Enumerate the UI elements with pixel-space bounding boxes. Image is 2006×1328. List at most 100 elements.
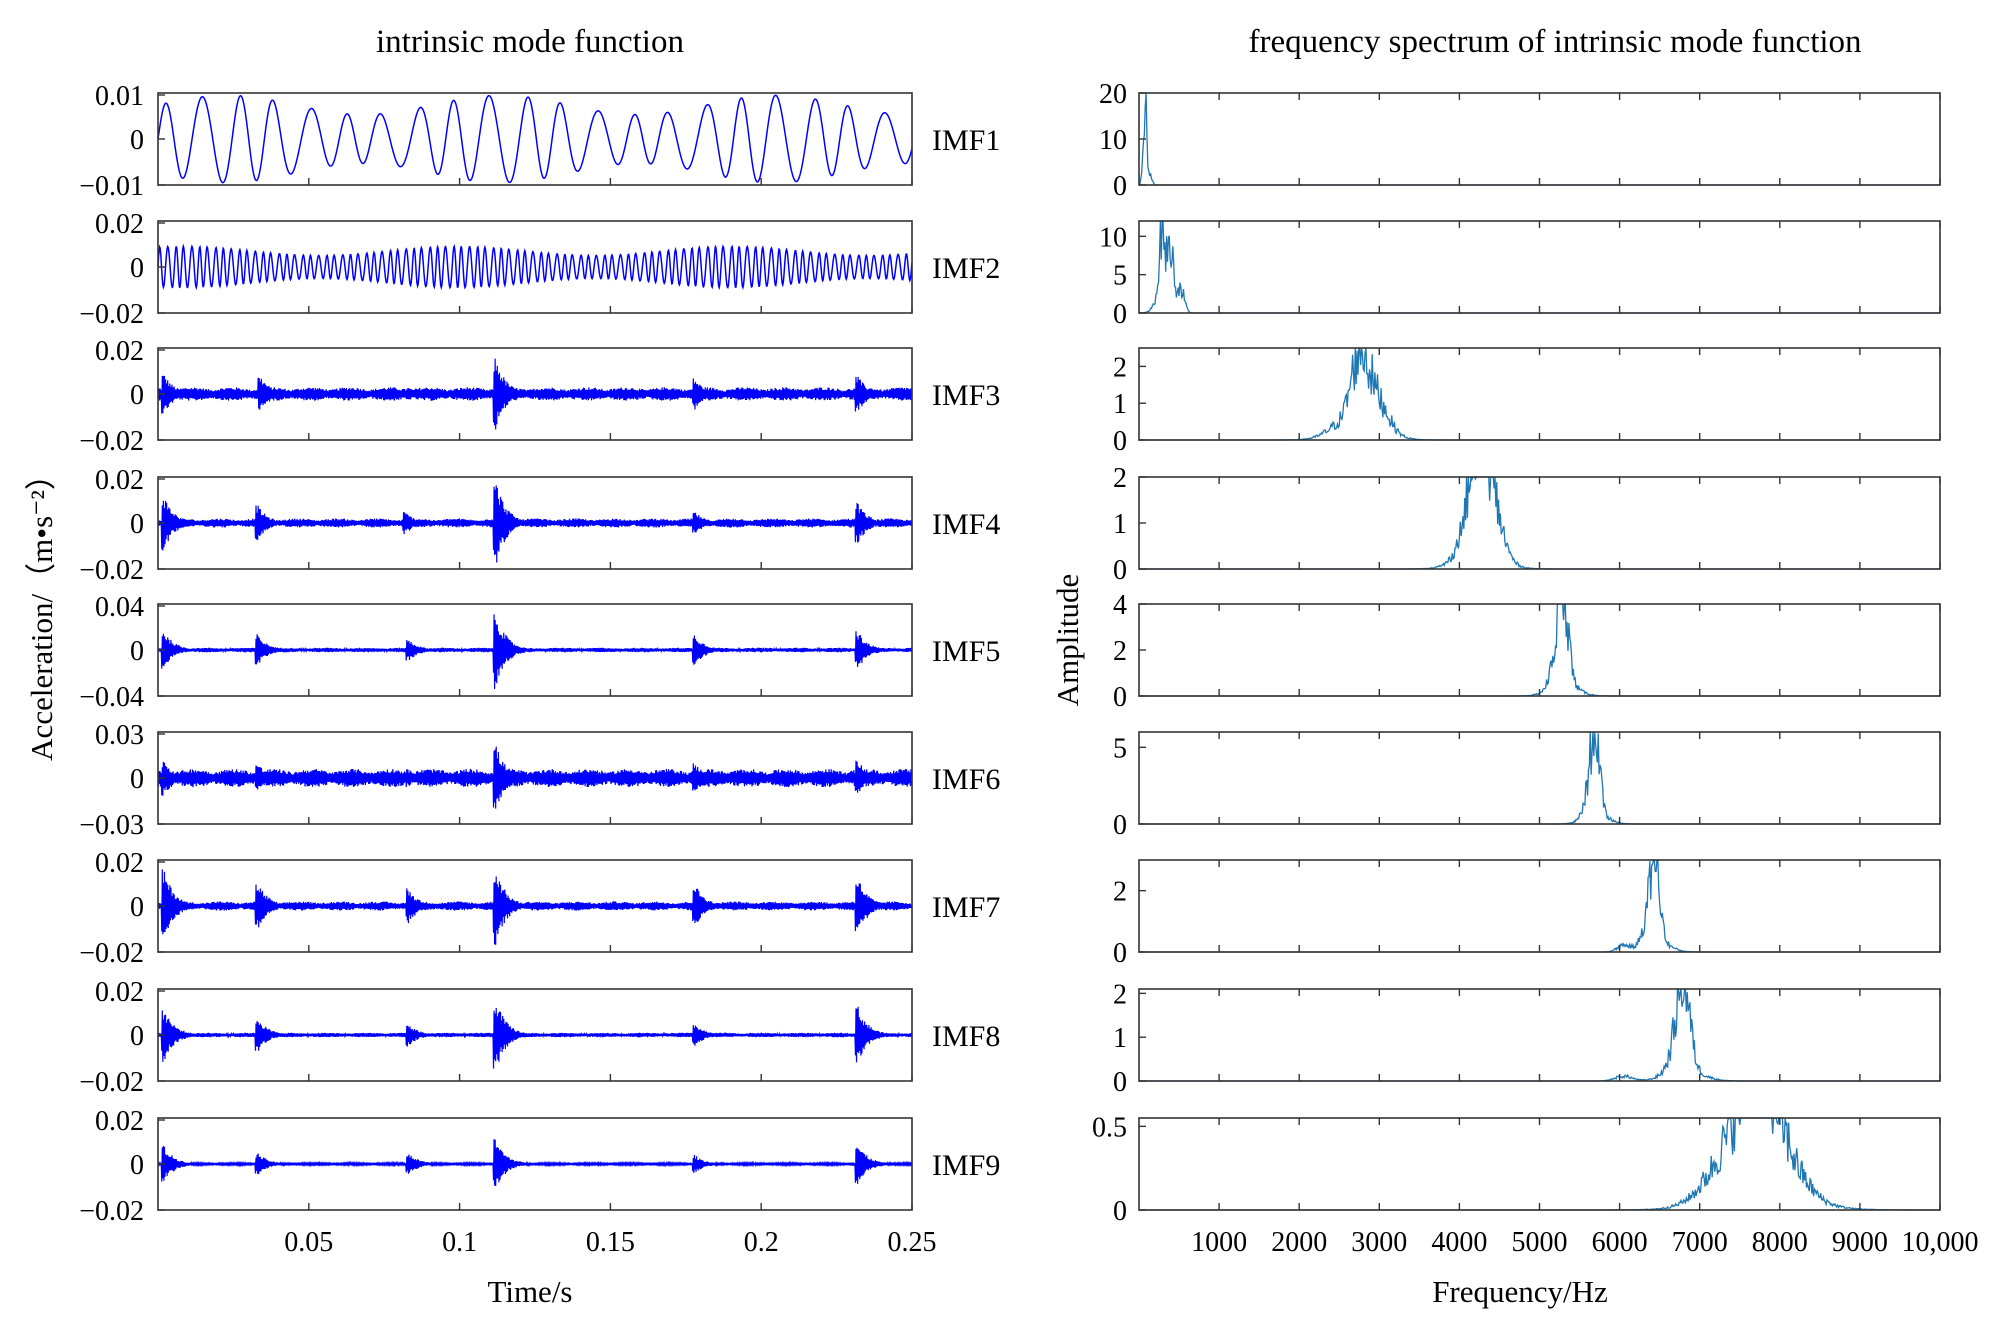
y-tick-label: −0.02 bbox=[79, 426, 144, 457]
y-tick-label: 0 bbox=[130, 125, 144, 156]
imf-label: IMF3 bbox=[932, 379, 1000, 412]
left-y-axis-label: Acceleration/（m•s⁻²） bbox=[24, 459, 59, 761]
spectrum-line-1 bbox=[1138, 92, 1940, 186]
y-tick-label: 0 bbox=[1113, 171, 1127, 202]
time-domain-panels: 0.01 0 −0.01 IMF1 0.02 0 −0.02 IMF2 0.02 0 −0.02 IM… bbox=[79, 81, 1000, 1258]
right-chart-title: frequency spectrum of intrinsic mode fun… bbox=[1248, 24, 1861, 60]
imf-waveform-8 bbox=[157, 1006, 913, 1069]
y-tick-label: 0 bbox=[1113, 1196, 1127, 1227]
imf-panel-7: 0.02 0 −0.02 IMF7 bbox=[79, 848, 1000, 969]
spectrum-panel-frame bbox=[1138, 988, 1941, 1082]
y-tick-label: 0 bbox=[1113, 1067, 1127, 1098]
y-tick-label: −0.02 bbox=[79, 299, 144, 330]
spectrum-line-8 bbox=[1139, 988, 1940, 1082]
imf-waveform-5 bbox=[157, 614, 913, 690]
imf-waveform-9 bbox=[157, 1139, 913, 1187]
y-tick-label: −0.02 bbox=[79, 1196, 144, 1227]
y-tick-label: 4 bbox=[1113, 590, 1127, 621]
y-tick-label: 0 bbox=[130, 253, 144, 284]
spectrum-line-7 bbox=[1139, 859, 1940, 953]
imf-label: IMF7 bbox=[932, 891, 1000, 924]
y-tick-label: 0 bbox=[130, 1150, 144, 1181]
y-tick-label: 0.02 bbox=[95, 465, 144, 496]
imf-waveform-7 bbox=[157, 869, 913, 945]
spectrum-panel-frame bbox=[1138, 476, 1941, 570]
x-tick-label: 4000 bbox=[1431, 1227, 1487, 1258]
spectrum-line-2 bbox=[1138, 220, 1940, 314]
imf-label: IMF8 bbox=[932, 1020, 1000, 1053]
imf-panel-1: 0.01 0 −0.01 IMF1 bbox=[79, 81, 1000, 202]
y-tick-label: −0.03 bbox=[79, 810, 144, 841]
x-tick-label: 0.25 bbox=[888, 1227, 937, 1258]
y-tick-label: 0 bbox=[1113, 938, 1127, 969]
x-tick-label: 1000 bbox=[1191, 1227, 1247, 1258]
y-tick-label: −0.02 bbox=[79, 1067, 144, 1098]
imf-label: IMF4 bbox=[932, 508, 1000, 541]
x-tick-label: 3000 bbox=[1351, 1227, 1407, 1258]
spectrum-panel-frame bbox=[1138, 603, 1941, 697]
spectrum-line-6 bbox=[1139, 731, 1940, 825]
imf-waveform-6 bbox=[157, 746, 913, 809]
left-chart-title: intrinsic mode function bbox=[376, 24, 684, 60]
y-tick-label: 2 bbox=[1113, 463, 1127, 494]
spectrum-panel-frame bbox=[1138, 859, 1941, 953]
y-tick-label: 0 bbox=[130, 764, 144, 795]
imf-panel-3: 0.02 0 −0.02 IMF3 bbox=[79, 336, 1000, 457]
imf-waveform-1 bbox=[157, 94, 913, 184]
spectrum-panel-5: 4 2 0 bbox=[1113, 590, 1941, 713]
x-tick-label: 0.15 bbox=[586, 1227, 635, 1258]
imf-panel-5: 0.04 0 −0.04 IMF5 bbox=[79, 592, 1000, 713]
y-tick-label: 0 bbox=[130, 380, 144, 411]
y-tick-label: 0 bbox=[1113, 426, 1127, 457]
imf-panel-2: 0.02 0 −0.02 IMF2 bbox=[79, 209, 1000, 330]
imf-label: IMF1 bbox=[932, 124, 1000, 157]
y-tick-label: −0.02 bbox=[79, 555, 144, 586]
x-tick-label: 5000 bbox=[1512, 1227, 1568, 1258]
y-tick-label: 0 bbox=[1113, 299, 1127, 330]
y-tick-label: 10 bbox=[1099, 222, 1127, 253]
spectrum-line-4 bbox=[1139, 476, 1940, 570]
x-tick-label: 6000 bbox=[1592, 1227, 1648, 1258]
spectrum-panel-7: 20 bbox=[1113, 859, 1941, 969]
y-tick-label: 0 bbox=[130, 892, 144, 923]
y-tick-label: 1 bbox=[1113, 1023, 1127, 1054]
imf-panel-8: 0.02 0 −0.02 IMF8 bbox=[79, 977, 1000, 1098]
y-tick-label: 0 bbox=[130, 509, 144, 540]
spectrum-panel-3: 2 1 0 bbox=[1113, 347, 1941, 457]
y-tick-label: 0.5 bbox=[1092, 1112, 1127, 1143]
imf-panel-4: 0.02 0 −0.02 IMF4 bbox=[79, 465, 1000, 586]
imf-panel-frame bbox=[157, 92, 913, 186]
imf-panel-6: 0.03 0 −0.03 IMF6 bbox=[79, 720, 1000, 841]
left-x-axis-label: Time/s bbox=[487, 1274, 572, 1309]
imf-waveform-3 bbox=[157, 358, 913, 430]
imf-label: IMF2 bbox=[932, 252, 1000, 285]
y-tick-label: 0.02 bbox=[95, 848, 144, 879]
y-tick-label: 0.02 bbox=[95, 977, 144, 1008]
x-tick-label: 7000 bbox=[1672, 1227, 1728, 1258]
y-tick-label: 2 bbox=[1113, 877, 1127, 908]
imf-label: IMF9 bbox=[932, 1149, 1000, 1182]
y-tick-label: 0 bbox=[130, 636, 144, 667]
y-tick-label: 20 bbox=[1099, 79, 1127, 110]
y-tick-label: 0.03 bbox=[95, 720, 144, 751]
x-tick-label: 9000 bbox=[1832, 1227, 1888, 1258]
spectrum-line-5 bbox=[1139, 603, 1940, 697]
imf-waveform-4 bbox=[157, 485, 913, 563]
y-tick-label: 1 bbox=[1113, 509, 1127, 540]
x-tick-label: 0.05 bbox=[284, 1227, 333, 1258]
y-tick-label: 0 bbox=[1113, 810, 1127, 841]
x-tick-label: 8000 bbox=[1752, 1227, 1808, 1258]
spectrum-panel-frame bbox=[1138, 347, 1941, 441]
y-tick-label: 0 bbox=[130, 1021, 144, 1052]
spectrum-panel-frame bbox=[1138, 731, 1941, 825]
y-tick-label: −0.01 bbox=[79, 171, 144, 202]
right-x-axis-label: Frequency/Hz bbox=[1432, 1274, 1608, 1309]
spectrum-panel-frame bbox=[1138, 220, 1941, 314]
y-tick-label: 0 bbox=[1113, 555, 1127, 586]
y-tick-label: 2 bbox=[1113, 636, 1127, 667]
x-tick-label: 0.1 bbox=[442, 1227, 477, 1258]
spectrum-panel-8: 2 1 0 bbox=[1113, 979, 1941, 1098]
x-tick-label: 10,000 bbox=[1902, 1227, 1979, 1258]
y-tick-label: 0.02 bbox=[95, 1106, 144, 1137]
